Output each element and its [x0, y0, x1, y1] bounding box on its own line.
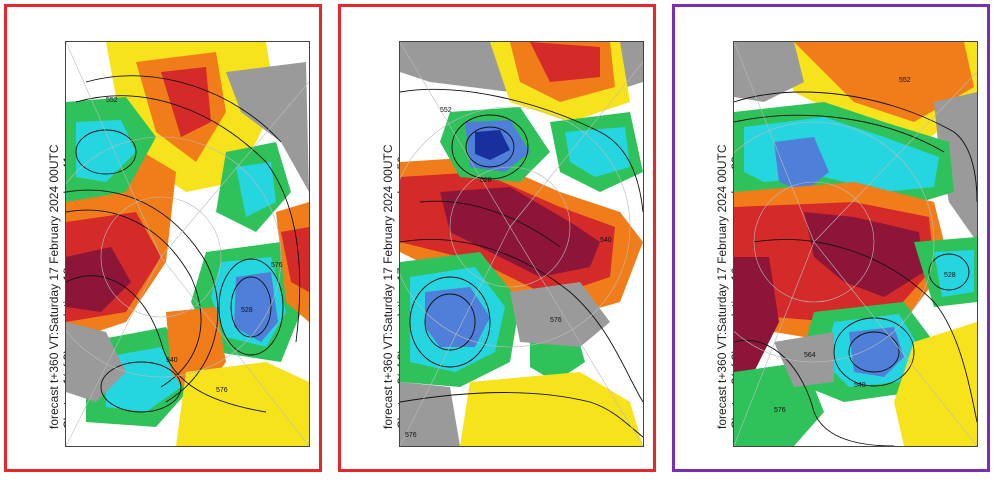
contour-label: 576	[271, 262, 283, 269]
forecast-validity-text: forecast t+360 VT:Saturday 17 February 2…	[381, 144, 395, 430]
anomaly-map: 552 576 528 576 540	[65, 41, 310, 447]
anomaly-map: 552 528 540 576 564	[733, 41, 978, 447]
contour-label: 564	[804, 352, 816, 359]
cluster-panel-2: forecast t+360 VT:Saturday 17 February 2…	[338, 4, 656, 472]
contour-label: 552	[106, 97, 118, 104]
contour-label: 576	[405, 432, 417, 439]
contour-label: 552	[440, 107, 452, 114]
contour-label: 540	[600, 237, 612, 244]
forecast-validity-text: forecast t+360 VT:Saturday 17 February 2…	[47, 144, 61, 430]
cluster-panel-3: forecast t+360 VT:Saturday 17 February 2…	[672, 4, 990, 472]
cluster-panel-1: forecast t+360 VT:Saturday 17 February 2…	[4, 4, 322, 472]
contour-label: 528	[241, 307, 253, 314]
contour-label: 540	[854, 382, 866, 389]
contour-label: 576	[774, 407, 786, 414]
contour-label: 552	[899, 77, 911, 84]
anomaly-map: 552 528 540 576 576	[399, 41, 644, 447]
contour-label: 576	[216, 387, 228, 394]
forecast-validity-text: forecast t+360 VT:Saturday 17 February 2…	[715, 144, 729, 430]
contour-label: 528	[944, 272, 956, 279]
contour-label: 576	[550, 317, 562, 324]
contour-label: 540	[166, 357, 178, 364]
contour-label: 528	[480, 177, 492, 184]
